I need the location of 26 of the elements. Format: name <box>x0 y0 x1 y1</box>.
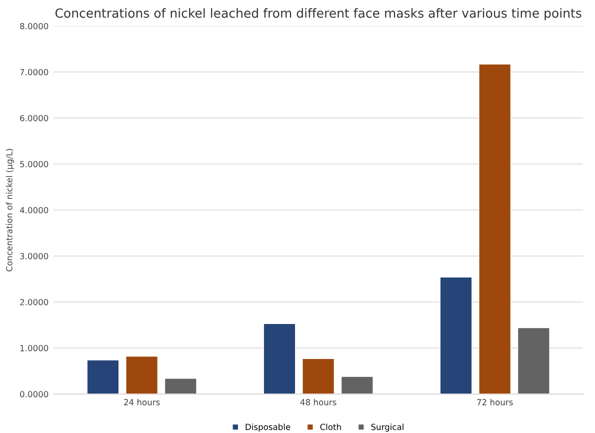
y-tick-label: 8.0000 <box>20 22 48 30</box>
bar <box>478 64 512 394</box>
bar <box>440 276 472 394</box>
y-tick-label: 2.0000 <box>20 299 48 306</box>
y-tick-label: 7.0000 <box>20 68 48 76</box>
bar <box>86 360 120 394</box>
y-tick-label: 0.0000 <box>20 391 48 398</box>
legend-label: Disposable <box>246 424 290 432</box>
y-tick-label: 5.0000 <box>20 160 48 168</box>
x-tick-label: 48 hours <box>300 398 336 406</box>
legend-label: Surgical <box>371 424 404 432</box>
legend-label: Cloth <box>320 424 341 430</box>
chart-title: Concentrations of nickel leached from different face masks after various time points <box>55 8 582 20</box>
y-tick-label: 4.0000 <box>20 206 48 214</box>
y-axis-title: Concentration of nickel (µg/L) <box>6 148 14 272</box>
bar <box>302 358 335 394</box>
bar <box>126 356 158 394</box>
bar <box>340 376 374 394</box>
y-tick-label: 3.0000 <box>20 252 48 260</box>
bar <box>263 323 296 394</box>
y-tick-label: 6.0000 <box>20 114 48 122</box>
bar <box>164 378 197 394</box>
x-tick-label: 72 hours <box>477 398 513 406</box>
y-tick-label: 1.0000 <box>20 345 48 352</box>
x-tick-label: 24 hours <box>124 398 160 406</box>
bar <box>517 327 550 394</box>
